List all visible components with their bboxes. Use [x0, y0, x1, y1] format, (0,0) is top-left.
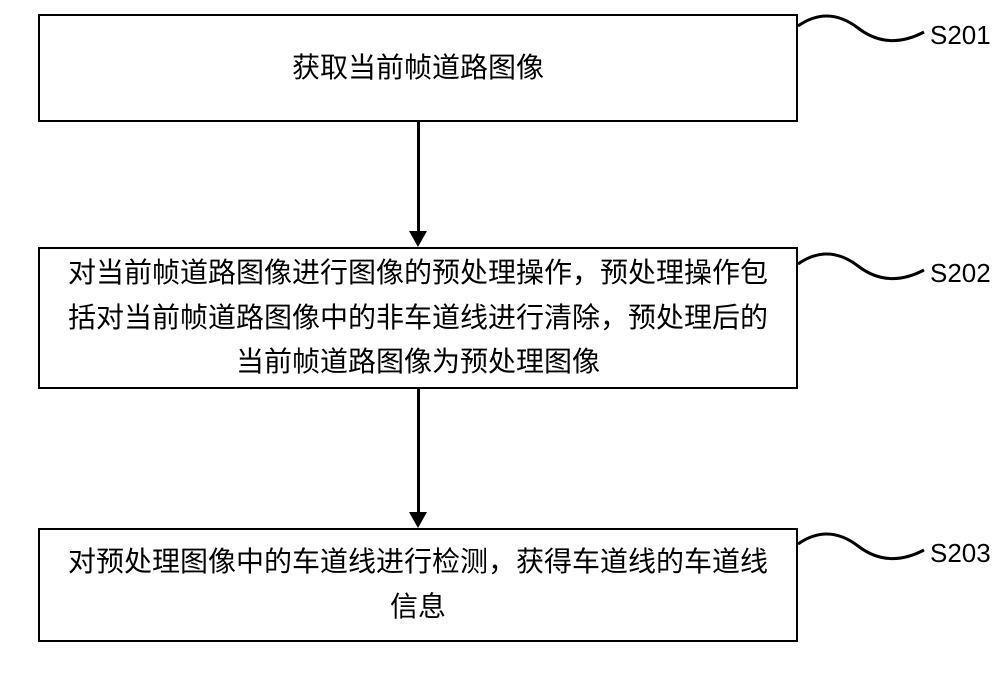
- step-box-s202: 对当前帧道路图像进行图像的预处理操作，预处理操作包括对当前帧道路图像中的非车道线…: [38, 247, 798, 389]
- connector-s202: [798, 248, 928, 308]
- step-label-s203: S203: [930, 538, 991, 569]
- step-label-s201: S201: [930, 20, 991, 51]
- step-label-s202: S202: [930, 258, 991, 289]
- step-text-s201: 获取当前帧道路图像: [292, 46, 544, 91]
- arrow-line-1: [417, 122, 420, 231]
- connector-s201: [798, 10, 928, 70]
- flowchart-container: 获取当前帧道路图像 S201 对当前帧道路图像进行图像的预处理操作，预处理操作包…: [0, 0, 1000, 694]
- arrow-line-2: [417, 389, 420, 512]
- step-text-s202: 对当前帧道路图像进行图像的预处理操作，预处理操作包括对当前帧道路图像中的非车道线…: [60, 251, 776, 385]
- step-box-s201: 获取当前帧道路图像: [38, 14, 798, 122]
- connector-s203: [798, 528, 928, 588]
- arrow-head-2: [409, 512, 427, 528]
- step-text-s203: 对预处理图像中的车道线进行检测，获得车道线的车道线信息: [60, 540, 776, 630]
- arrow-head-1: [409, 231, 427, 247]
- step-box-s203: 对预处理图像中的车道线进行检测，获得车道线的车道线信息: [38, 528, 798, 642]
